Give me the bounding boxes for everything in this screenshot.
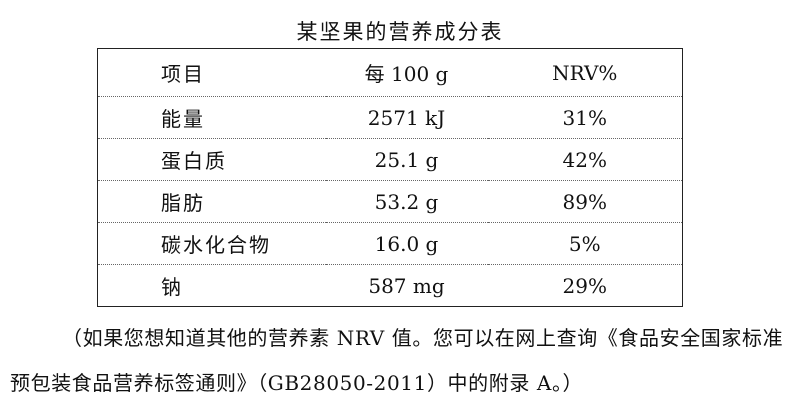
table-row: 钠 587 mg 29% [97, 264, 683, 307]
header-row: 项目 每 100 g NRV% [98, 49, 683, 97]
cell: 31% [487, 96, 683, 139]
cell: 587 mg [325, 264, 488, 307]
cell: 5% [487, 222, 683, 265]
table-row: 能量 2571 kJ 31% [97, 96, 683, 139]
cell: 2571 kJ [325, 96, 488, 139]
header-cell: NRV% [552, 60, 618, 85]
cell: 89% [487, 180, 683, 223]
footnote: （如果您想知道其他的营养素 NRV 值。您可以在网上查询《食品安全国家标准 预包… [10, 326, 800, 395]
cell: 25.1 g [325, 138, 488, 181]
cell: 钠 [97, 264, 326, 307]
cell: 29% [487, 264, 683, 307]
cell: 53.2 g [325, 180, 488, 223]
table-row: 碳水化合物 16.0 g 5% [97, 222, 683, 265]
cell: 蛋白质 [97, 138, 326, 181]
table-title: 某坚果的营养成分表 [296, 20, 504, 44]
nutrition-table: 项目每 100 g NRV% 能量 2571 kJ 31% 蛋白质 25.1 g 42% 脂肪 5… [97, 48, 683, 307]
cell: 能量 [97, 96, 326, 139]
table-row: 脂肪 53.2 g 89% [97, 180, 683, 223]
cell: 脂肪 [97, 180, 326, 223]
cell: 16.0 g [325, 222, 488, 265]
cell: 碳水化合物 [97, 222, 326, 265]
cell: 42% [487, 138, 683, 181]
header-cell: 项目 [161, 62, 205, 86]
table-row: 蛋白质 25.1 g 42% [97, 138, 683, 181]
header-cell: 每 100 g [364, 62, 449, 86]
